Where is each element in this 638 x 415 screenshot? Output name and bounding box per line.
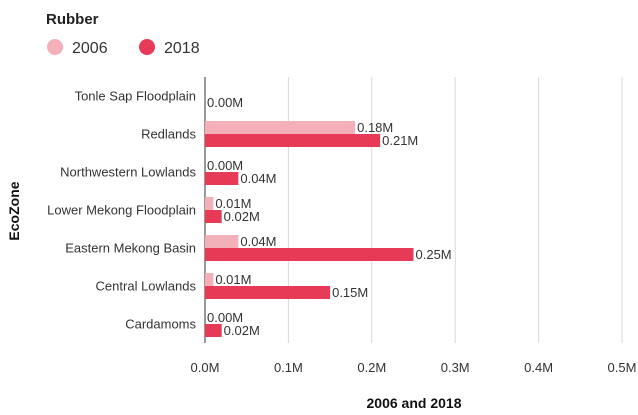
legend-swatch-2018 — [139, 39, 155, 55]
y-axis-title: EcoZone — [6, 181, 22, 240]
bars — [205, 121, 414, 337]
bar-2006 — [205, 235, 239, 248]
data-label-2018: 0.04M — [240, 171, 276, 186]
gridlines — [204, 77, 623, 343]
legend-label-2018: 2018 — [164, 40, 200, 57]
data-label-2006: 0.01M — [215, 196, 251, 211]
legend: Rubber 2006 2018 — [46, 11, 200, 57]
data-label-2018: 0.25M — [416, 247, 452, 262]
category-label: Tonle Sap Floodplain — [75, 89, 196, 104]
data-label-2018: 0.02M — [224, 209, 260, 224]
data-label-2006: 0.00M — [207, 158, 243, 173]
bar-2018 — [205, 172, 239, 185]
category-label: Cardamoms — [125, 317, 196, 332]
data-label-2018: 0.21M — [382, 133, 418, 148]
category-label: Redlands — [141, 127, 196, 142]
x-tick-label: 0.4M — [524, 360, 553, 375]
x-tick-label: 0.2M — [357, 360, 386, 375]
data-label-2006: 0.18M — [357, 120, 393, 135]
bar-2018 — [205, 210, 222, 223]
category-label: Central Lowlands — [96, 279, 197, 294]
category-label: Lower Mekong Floodplain — [47, 203, 196, 218]
bar-2018 — [205, 248, 414, 261]
x-axis-title: 2006 and 2018 — [367, 395, 462, 411]
bar-2018 — [205, 134, 381, 147]
bar-2018 — [205, 324, 222, 337]
x-tick-labels: 0.0M 0.1M 0.2M 0.3M 0.4M 0.5M — [191, 360, 637, 375]
data-label-2006: 0.00M — [207, 310, 243, 325]
legend-label-2006: 2006 — [72, 40, 108, 57]
x-tick-label: 0.3M — [441, 360, 470, 375]
x-tick-label: 0.5M — [608, 360, 637, 375]
bar-2018 — [205, 286, 331, 299]
bar-2006 — [205, 121, 356, 134]
x-tick-label: 0.1M — [274, 360, 303, 375]
data-label-2018: 0.00M — [207, 95, 243, 110]
category-labels: Tonle Sap Floodplain Redlands Northwestern… — [47, 89, 196, 332]
data-label-2006: 0.01M — [215, 272, 251, 287]
data-label-2018: 0.15M — [332, 285, 368, 300]
legend-swatch-2006 — [47, 39, 63, 55]
data-label-2006: 0.04M — [240, 234, 276, 249]
legend-title: Rubber — [46, 11, 99, 28]
bar-2006 — [205, 197, 214, 210]
category-label: Eastern Mekong Basin — [65, 241, 196, 256]
data-label-2018: 0.02M — [224, 323, 260, 338]
bar-2006 — [205, 273, 214, 286]
category-label: Northwestern Lowlands — [60, 165, 196, 180]
data-labels: 0.00M0.18M0.21M0.00M0.04M0.01M0.02M0.04M… — [207, 95, 452, 338]
x-tick-label: 0.0M — [191, 360, 220, 375]
